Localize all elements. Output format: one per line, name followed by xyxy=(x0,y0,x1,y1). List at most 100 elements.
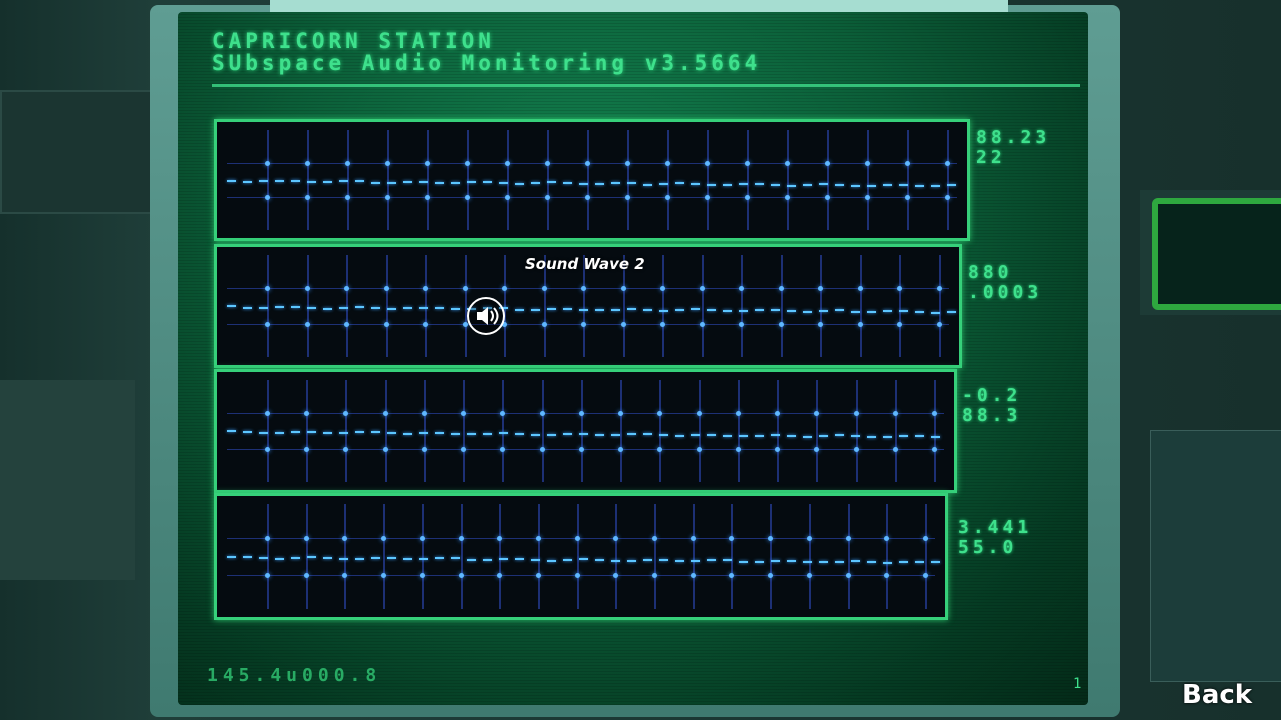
wave-segment xyxy=(915,185,924,188)
wave-segment xyxy=(835,434,844,437)
wave-segment xyxy=(803,435,812,438)
wave-segment xyxy=(243,430,252,433)
wave-segment xyxy=(307,556,316,559)
grid-line xyxy=(620,380,623,482)
grid-dot xyxy=(845,572,851,578)
grid-line xyxy=(659,380,662,482)
grid-line xyxy=(547,130,549,230)
wave-segment xyxy=(355,180,364,183)
wave-panel-1[interactable] xyxy=(214,119,970,241)
grid-dot xyxy=(545,195,550,201)
wave-segment xyxy=(723,310,732,313)
wave-segment xyxy=(531,433,540,436)
grid-dot xyxy=(497,572,503,578)
wave-segment xyxy=(627,433,636,436)
wave-segment xyxy=(787,310,796,313)
grid-dot xyxy=(458,572,464,578)
grid-dot xyxy=(265,321,270,327)
grid-line xyxy=(925,504,927,609)
grid-dot xyxy=(461,446,467,452)
wave-segment xyxy=(627,182,636,185)
grid-dot xyxy=(545,160,550,166)
grid-line xyxy=(307,130,309,230)
left-console xyxy=(0,380,135,580)
wave-segment xyxy=(691,308,700,311)
grid-line xyxy=(886,504,889,609)
grid-dot xyxy=(385,195,390,201)
grid-line xyxy=(543,255,546,357)
wave-segment xyxy=(515,432,524,435)
grid-dot xyxy=(652,572,658,578)
grid-dot xyxy=(665,160,670,166)
grid-line xyxy=(827,130,829,230)
wave-segment xyxy=(899,309,908,312)
grid-dot xyxy=(265,536,270,542)
grid-dot xyxy=(705,160,710,166)
grid-dot xyxy=(581,286,587,292)
grid-line xyxy=(463,380,466,482)
grid-dot xyxy=(585,195,590,201)
wave-segment xyxy=(435,431,444,434)
grid-dot xyxy=(304,411,310,417)
grid-line xyxy=(267,504,269,609)
grid-dot xyxy=(745,195,750,201)
wave-panel-4[interactable] xyxy=(214,493,948,620)
grid-dot xyxy=(505,195,510,201)
grid-dot xyxy=(383,286,389,292)
grid-dot xyxy=(419,536,425,542)
grid-line xyxy=(499,504,502,609)
wave-segment xyxy=(227,556,236,559)
grid-dot xyxy=(845,536,851,542)
back-button[interactable]: Back xyxy=(1182,680,1253,710)
wave-segment xyxy=(819,435,828,438)
grid-dot xyxy=(892,446,898,452)
grid-dot xyxy=(382,411,388,417)
grid-dot xyxy=(343,411,349,417)
grid-line xyxy=(384,380,387,482)
wave-segment xyxy=(259,180,268,183)
wave-segment xyxy=(419,306,428,309)
wave-segment xyxy=(467,558,476,561)
grid-dot xyxy=(343,446,349,452)
wave-segment xyxy=(691,433,700,436)
grid-line xyxy=(780,255,783,357)
grid-dot xyxy=(265,286,270,292)
grid-dot xyxy=(735,411,741,417)
grid-dot xyxy=(465,160,470,166)
grid-line xyxy=(387,130,389,230)
wave-segment xyxy=(563,307,572,310)
wave-panel-2[interactable] xyxy=(214,244,962,368)
wave-segment xyxy=(947,310,956,313)
grid-dot xyxy=(574,572,580,578)
wave-segment xyxy=(499,182,508,185)
wave-segment xyxy=(291,180,300,183)
wave-segment xyxy=(275,306,284,309)
grid-dot xyxy=(897,286,903,292)
grid-dot xyxy=(425,195,430,201)
wave-panel-3[interactable] xyxy=(214,369,957,493)
wave-segment xyxy=(611,308,620,311)
wave-segment xyxy=(339,180,348,183)
readout-1: 88.23 22 xyxy=(976,127,1051,168)
grid-line xyxy=(347,130,349,230)
grid-line xyxy=(227,448,944,450)
wave-segment xyxy=(931,436,940,439)
wave-segment xyxy=(659,434,668,437)
wave-segment xyxy=(483,432,492,435)
grid-dot xyxy=(699,286,705,292)
wave-segment xyxy=(451,308,460,311)
wave-segment xyxy=(515,182,524,185)
wave-segment xyxy=(499,558,508,561)
grid-dot xyxy=(665,195,670,201)
grid-line xyxy=(662,255,665,357)
wave-segment xyxy=(771,183,780,186)
grid-dot xyxy=(265,195,270,201)
grid-line xyxy=(654,504,657,609)
speaker-icon[interactable] xyxy=(467,297,505,335)
grid-line xyxy=(855,380,858,482)
wave-segment xyxy=(595,558,604,561)
wave-segment xyxy=(467,181,476,184)
wave-segment xyxy=(307,181,316,184)
grid-line xyxy=(227,162,957,164)
grid-line xyxy=(346,255,349,357)
